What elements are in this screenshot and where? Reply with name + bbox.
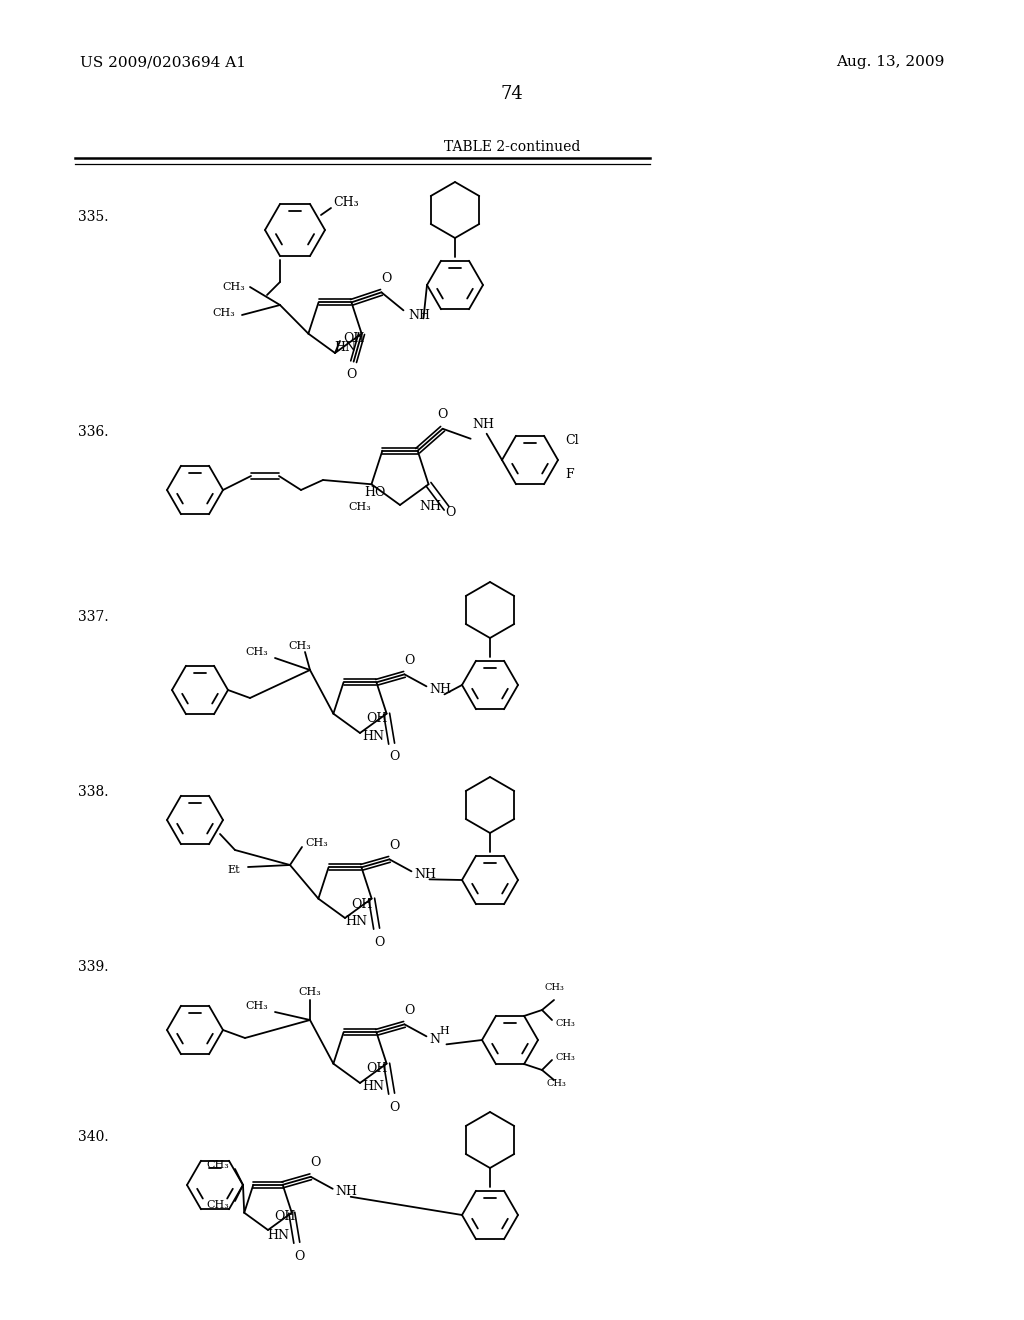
Text: HN: HN	[362, 730, 385, 743]
Text: 340.: 340.	[78, 1130, 109, 1144]
Text: O: O	[346, 368, 356, 381]
Text: OH: OH	[366, 713, 387, 726]
Text: O: O	[381, 272, 391, 285]
Text: OH: OH	[351, 898, 373, 911]
Text: NH: NH	[429, 682, 452, 696]
Text: 74: 74	[501, 84, 523, 103]
Text: CH₃: CH₃	[299, 987, 322, 997]
Text: O: O	[445, 506, 456, 519]
Text: CH₃: CH₃	[246, 647, 268, 657]
Text: CH₃: CH₃	[222, 282, 245, 292]
Text: CH₃: CH₃	[333, 195, 358, 209]
Text: HN: HN	[268, 1229, 290, 1242]
Text: 339.: 339.	[78, 960, 109, 974]
Text: 336.: 336.	[78, 425, 109, 440]
Text: US 2009/0203694 A1: US 2009/0203694 A1	[80, 55, 246, 69]
Text: HN: HN	[362, 1080, 385, 1093]
Text: CH₃: CH₃	[289, 642, 311, 651]
Text: Et: Et	[227, 865, 240, 875]
Text: HO: HO	[365, 487, 386, 499]
Text: F: F	[565, 469, 573, 482]
Text: HN: HN	[335, 341, 356, 354]
Text: NH: NH	[473, 418, 495, 432]
Text: O: O	[295, 1250, 305, 1263]
Text: NH: NH	[420, 500, 441, 513]
Text: CH₃: CH₃	[305, 838, 328, 847]
Text: OH: OH	[343, 333, 365, 346]
Text: CH₃: CH₃	[556, 1052, 575, 1061]
Text: CH₃: CH₃	[206, 1200, 229, 1210]
Text: NH: NH	[409, 309, 430, 322]
Text: O: O	[404, 1003, 415, 1016]
Text: CH₃: CH₃	[556, 1019, 575, 1027]
Text: O: O	[437, 408, 447, 421]
Text: CH₃: CH₃	[212, 308, 234, 318]
Text: O: O	[375, 936, 385, 949]
Text: H: H	[439, 1027, 450, 1036]
Text: OH: OH	[274, 1209, 295, 1222]
Text: Aug. 13, 2009: Aug. 13, 2009	[836, 55, 944, 69]
Text: O: O	[389, 1101, 399, 1114]
Text: 335.: 335.	[78, 210, 109, 224]
Text: NH: NH	[415, 867, 436, 880]
Text: NH: NH	[336, 1185, 357, 1199]
Text: N: N	[429, 1032, 440, 1045]
Text: CH₃: CH₃	[348, 503, 371, 512]
Text: O: O	[389, 750, 399, 763]
Text: O: O	[310, 1156, 321, 1170]
Text: TABLE 2-continued: TABLE 2-continued	[443, 140, 581, 154]
Text: 337.: 337.	[78, 610, 109, 624]
Text: CH₃: CH₃	[246, 1001, 268, 1011]
Text: HN: HN	[346, 915, 368, 928]
Text: O: O	[404, 653, 415, 667]
Text: CH₃: CH₃	[206, 1160, 229, 1170]
Text: CH₃: CH₃	[544, 983, 564, 993]
Text: CH₃: CH₃	[546, 1080, 566, 1089]
Text: 338.: 338.	[78, 785, 109, 799]
Text: OH: OH	[366, 1063, 387, 1076]
Text: Cl: Cl	[565, 433, 579, 446]
Text: O: O	[389, 838, 399, 851]
